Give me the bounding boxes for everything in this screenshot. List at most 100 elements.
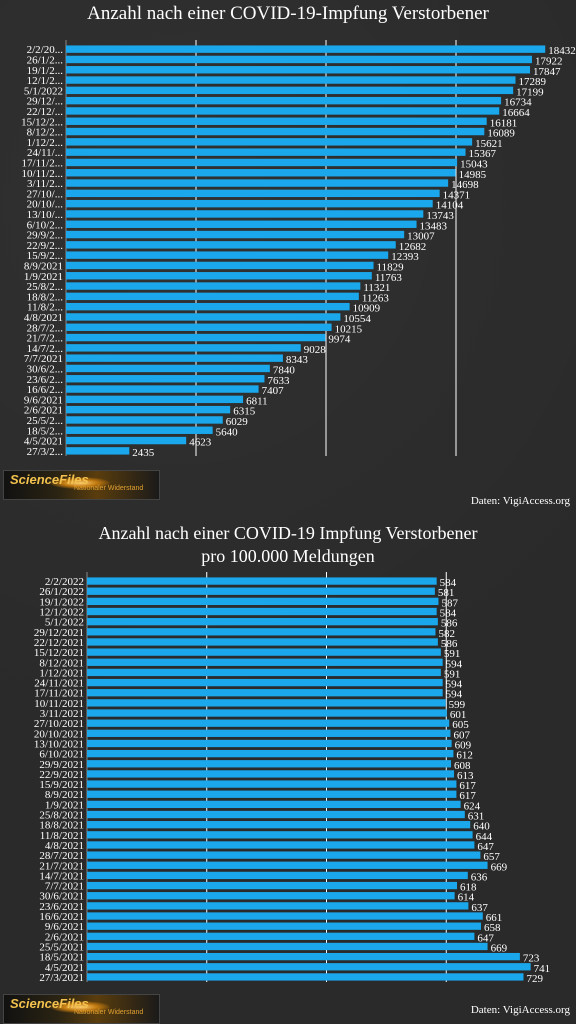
bar [66, 302, 350, 311]
data-label: 11763 [375, 272, 403, 284]
category-label: 14/7/2... [27, 343, 64, 355]
chart-panel-deaths: Anzahl nach einer COVID-19-Impfung Verst… [3, 3, 576, 507]
bar [66, 323, 332, 331]
data-label: 640 [473, 821, 490, 833]
data-label: 15043 [460, 158, 488, 170]
bar [87, 709, 447, 717]
bar [87, 577, 437, 585]
category-label: 11/8/2021 [40, 830, 84, 842]
data-label: 607 [453, 729, 470, 741]
data-label: 661 [486, 912, 503, 924]
data-label: 13483 [420, 220, 448, 232]
category-label: 10/11/2... [22, 168, 64, 180]
category-label: 4/5/2021 [24, 436, 63, 448]
category-label: 14/7/2021 [39, 870, 84, 882]
bar [66, 117, 487, 125]
data-label: 594 [446, 679, 463, 691]
data-label: 591 [444, 648, 461, 660]
category-label: 2/6/2021 [45, 931, 84, 943]
bar [87, 699, 446, 707]
bar [87, 678, 443, 687]
logo-text: ScienceFiles [10, 472, 89, 487]
category-label: 9/6/2021 [24, 394, 63, 406]
category-label: 10/11/2021 [34, 698, 84, 710]
category-label: 1/9/2021 [45, 799, 84, 811]
bar [66, 354, 283, 362]
category-label: 7/7/2021 [45, 881, 84, 893]
category-label: 13/10/2021 [34, 738, 84, 750]
chart-title: Anzahl nach einer COVID-19 Impfung Verst… [0, 522, 576, 568]
data-label: 17847 [533, 66, 561, 78]
data-source: Daten: VigiAccess.org [470, 495, 570, 507]
sciencefiles-logo: ScienceFiles Nationaler Widerstand [3, 994, 160, 1024]
category-label: 2/6/2021 [24, 405, 63, 417]
bar [66, 210, 424, 218]
bar [66, 86, 514, 95]
data-label: 4623 [189, 437, 212, 449]
data-label: 594 [446, 689, 463, 701]
category-label: 24/11/2021 [34, 678, 84, 690]
data-label: 10554 [343, 313, 371, 325]
category-label: 12/1/2022 [39, 607, 84, 619]
category-label: 2/2/20... [27, 44, 64, 56]
data-label: 586 [441, 618, 458, 630]
bar [66, 364, 270, 373]
data-label: 658 [484, 922, 501, 934]
category-label: 4/8/2021 [24, 312, 63, 324]
data-label: 723 [523, 953, 540, 965]
category-label: 25/5/2021 [39, 941, 84, 953]
bar [66, 447, 130, 455]
bar [87, 810, 465, 819]
bar [87, 841, 475, 849]
chart-subtitle: pro 100.000 Meldungen [201, 546, 375, 566]
data-label: 10215 [335, 323, 363, 335]
bar [87, 932, 475, 940]
data-label: 599 [449, 699, 466, 711]
bar-chart-per-100k: 2/2/2022 584 26/1/2022 581 19/1/2022 587 12/1/… [34, 572, 550, 985]
bar [87, 902, 469, 910]
data-label: 608 [454, 760, 471, 772]
bar [87, 739, 452, 748]
category-label: 1/12/2021 [39, 667, 84, 679]
bar [66, 282, 361, 290]
bar [87, 638, 438, 646]
category-label: 17/11/2... [22, 157, 64, 169]
bar [87, 607, 437, 616]
category-label: 22/9/2021 [39, 769, 84, 781]
bar [87, 861, 488, 869]
data-label: 612 [456, 750, 473, 762]
category-label: 11/8/2... [27, 302, 63, 314]
category-label: 29/9/2... [27, 230, 64, 242]
category-label: 27/3/2021 [39, 972, 84, 984]
category-label: 21/7/2... [27, 333, 64, 345]
bar [87, 871, 468, 880]
category-label: 25/8/2... [27, 281, 64, 293]
bar [66, 220, 417, 228]
bar [87, 942, 488, 951]
category-label: 21/7/2021 [39, 860, 84, 872]
category-label: 16/6/2... [27, 384, 64, 396]
bar [66, 199, 433, 208]
category-label: 12/1/2... [27, 75, 64, 87]
data-label: 11321 [363, 282, 390, 294]
bar [87, 658, 443, 666]
data-label: 729 [526, 973, 543, 985]
data-label: 16089 [487, 128, 515, 140]
category-label: 15/12/2... [21, 116, 63, 128]
category-label: 25/8/2021 [39, 810, 84, 822]
category-label: 25/5/2... [27, 415, 64, 427]
bar [87, 800, 461, 809]
bar [66, 333, 326, 342]
data-label: 17922 [535, 55, 563, 67]
bar [87, 760, 452, 768]
category-label: 29/9/2021 [39, 759, 84, 771]
bar [87, 597, 439, 606]
category-label: 15/9/2021 [39, 779, 84, 791]
bar [87, 922, 481, 930]
category-label: 18/8/2021 [39, 820, 84, 832]
bar [87, 952, 520, 961]
bar [66, 436, 187, 445]
data-label: 14371 [443, 189, 471, 201]
bar [66, 76, 516, 84]
category-label: 15/12/2021 [34, 647, 84, 659]
